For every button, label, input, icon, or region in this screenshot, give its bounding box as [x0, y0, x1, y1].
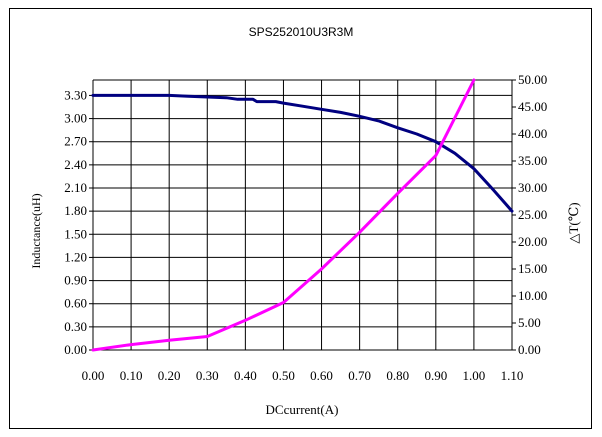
x-axis-label: DCcurrent(A) [266, 402, 339, 417]
y-left-tick-label: 2.10 [64, 180, 87, 195]
y-right-tick-label: 20.00 [518, 234, 547, 249]
y-right-tick-label: 0.00 [518, 342, 541, 357]
x-tick-label: 0.30 [196, 368, 219, 383]
x-tick-label: 0.20 [158, 368, 181, 383]
chart-svg: SPS252010U3R3M 0.00 0.10 0.20 0.30 0.40 0.50 0… [29, 25, 581, 417]
x-tick-label: 0.00 [82, 368, 105, 383]
y-right-tick-label: 30.00 [518, 180, 547, 195]
chart-frame: SPS252010U3R3M 0.00 0.10 0.20 0.30 0.40 0.50 0… [9, 8, 592, 429]
x-tick-label: 0.70 [348, 368, 371, 383]
y-left-tick-label: 1.80 [64, 203, 87, 218]
y-right-tick-label: 5.00 [518, 315, 541, 330]
y-left-tick-label: 0.90 [64, 273, 87, 288]
temperature-rise-series-line [91, 78, 476, 352]
chart-title: SPS252010U3R3M [249, 25, 354, 39]
y-right-tick-label: 45.00 [518, 99, 547, 114]
y-left-tick-label: 2.40 [64, 157, 87, 172]
y-right-tick-label: 25.00 [518, 207, 547, 222]
y-right-tick-label: 35.00 [518, 153, 547, 168]
y-left-tick-label: 1.50 [64, 226, 87, 241]
y-right-tick-label: 10.00 [518, 288, 547, 303]
x-tick-label: 0.50 [272, 368, 295, 383]
y-axis-label-left: Inductance(uH) [29, 193, 43, 268]
y-left-tick-label: 0.00 [64, 342, 87, 357]
y-left-tick-label: 3.00 [64, 111, 87, 126]
x-tick-label: 1.10 [501, 368, 524, 383]
y-axis-label-right: △T(℃) [566, 202, 581, 243]
x-tick-label: 0.10 [120, 368, 143, 383]
y-left-tick-label: 3.30 [64, 87, 87, 102]
y-left-tick-label: 0.60 [64, 296, 87, 311]
x-tick-label: 0.40 [234, 368, 257, 383]
plot-area [93, 80, 512, 350]
y-left-tick-label: 0.30 [64, 319, 87, 334]
x-tick-label: 1.00 [463, 368, 486, 383]
x-tick-label: 0.80 [386, 368, 409, 383]
y-left-tick-label: 1.20 [64, 249, 87, 264]
x-tick-label: 0.90 [424, 368, 447, 383]
x-tick-label: 0.60 [310, 368, 333, 383]
y-right-tick-label: 15.00 [518, 261, 547, 276]
y-right-tick-label: 50.00 [518, 72, 547, 87]
y-left-tick-label: 2.70 [64, 134, 87, 149]
y-right-tick-label: 40.00 [518, 126, 547, 141]
